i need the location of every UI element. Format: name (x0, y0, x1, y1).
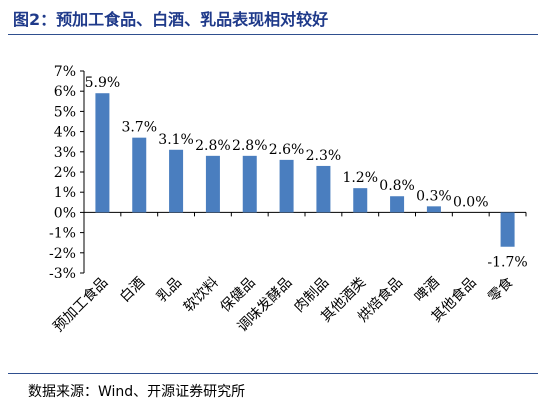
bar (169, 149, 184, 213)
bar (95, 93, 110, 213)
y-tick-label: 5% (54, 104, 76, 120)
y-tick-label: -2% (49, 246, 76, 262)
y-tick-label: 3% (54, 145, 76, 161)
bar (316, 165, 331, 213)
x-tick-label: 软饮料 (181, 275, 222, 316)
data-label: 3.7% (121, 120, 157, 136)
y-tick-label: 1% (54, 185, 76, 201)
data-label: 0.0% (453, 194, 489, 210)
chart-title: 图2：预加工食品、白酒、乳品表现相对较好 (13, 10, 329, 29)
bar (500, 212, 515, 247)
data-label: 2.3% (306, 148, 342, 164)
data-label: 0.8% (379, 178, 415, 194)
y-tick-label: -1% (49, 226, 76, 242)
title-divider (8, 34, 538, 35)
data-label: -1.7% (487, 255, 527, 271)
data-label: 3.1% (158, 132, 194, 148)
data-label: 0.3% (416, 188, 452, 204)
bar (279, 159, 294, 213)
footer-divider (8, 373, 538, 374)
data-label: 2.8% (195, 138, 231, 154)
data-label: 2.8% (232, 138, 268, 154)
data-label: 1.2% (342, 170, 378, 186)
y-tick-label: -3% (49, 266, 76, 282)
y-tick-label: 7% (54, 64, 76, 80)
x-tick-label: 预加工食品 (50, 274, 112, 336)
source-note: 数据来源：Wind、开源证券研究所 (28, 384, 246, 400)
data-label: 2.6% (269, 142, 305, 158)
bar-chart: 7% 6% 5% 4% 3% 2% 1% 0% -1% -2% -3% 5.9% 预加工食品 3.7% 白酒… (49, 64, 528, 336)
bar (390, 196, 405, 213)
bar (132, 137, 147, 213)
y-tick-label: 6% (54, 84, 76, 100)
y-tick-label: 2% (54, 165, 76, 181)
x-tick-label: 乳品 (154, 275, 185, 306)
bar (353, 188, 368, 213)
x-tick-label: 白酒 (117, 275, 148, 306)
bar (242, 155, 257, 213)
bar (205, 155, 220, 213)
x-tick-label: 零食 (485, 274, 517, 306)
data-label: 5.9% (85, 75, 121, 91)
bar (426, 206, 441, 213)
y-tick-label: 4% (54, 125, 76, 141)
x-tick-label: 啤酒 (412, 275, 443, 306)
y-tick-label: 0% (54, 205, 76, 221)
